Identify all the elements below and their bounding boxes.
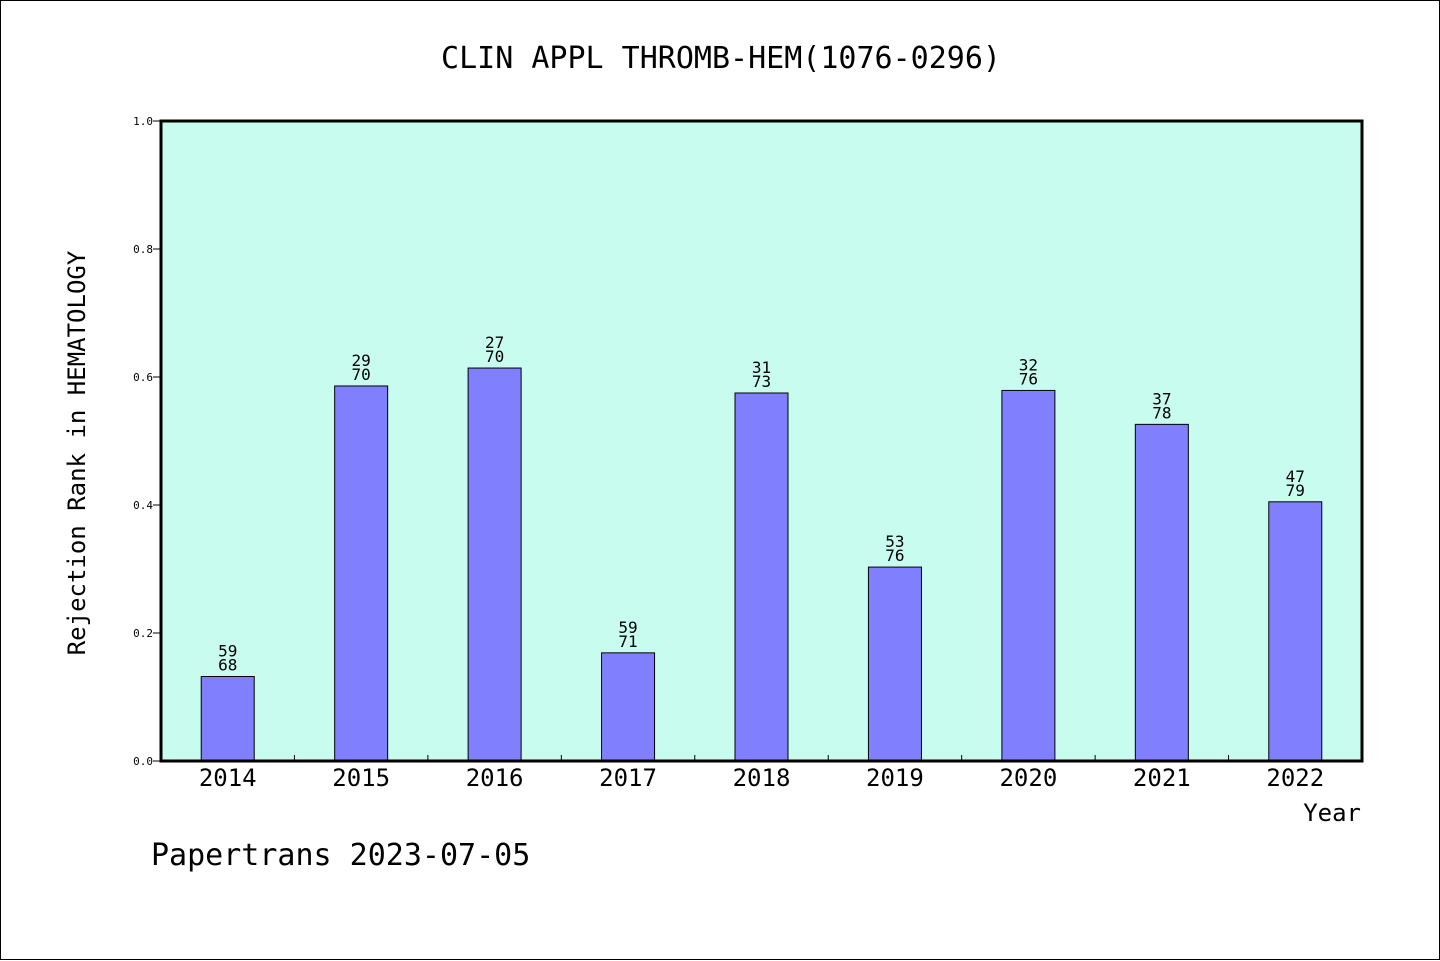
bar [1268, 501, 1323, 762]
x-tick-label: 2022 [1266, 764, 1324, 792]
footer-text: Papertrans 2023-07-05 [151, 838, 530, 873]
x-tick-label: 2018 [733, 764, 791, 792]
bar-label-top: 59 [618, 618, 637, 637]
x-tick-label: 2021 [1133, 764, 1191, 792]
bar-label-top: 32 [1019, 355, 1038, 374]
y-axis: 0.0 0.2 0.4 0.6 0.8 1.0 [133, 115, 161, 768]
bar-label-top: 31 [752, 358, 771, 377]
bar [601, 652, 656, 762]
y-axis-label: Rejection Rank in HEMATOLOGY [63, 250, 91, 655]
bar-label-bottom: 70 [485, 347, 504, 366]
bar-label-bottom: 73 [752, 372, 771, 391]
x-tick-label: 2020 [999, 764, 1057, 792]
bar [467, 367, 522, 762]
x-tick-label: 2015 [332, 764, 390, 792]
bar-label-top: 27 [485, 333, 504, 352]
y-tick-label: 0.0 [133, 755, 153, 768]
bar-label-top: 47 [1286, 467, 1305, 486]
bar [1001, 389, 1056, 762]
y-tick-label: 0.8 [133, 243, 153, 256]
x-tick-label: 2019 [866, 764, 924, 792]
bar-label-bottom: 71 [618, 632, 637, 651]
bar [1134, 423, 1189, 762]
bar-label-bottom: 79 [1286, 481, 1305, 500]
y-tick-label: 0.6 [133, 371, 153, 384]
y-tick-label: 1.0 [133, 115, 153, 128]
y-tick-label: 0.4 [133, 499, 153, 512]
x-tick-label: 2014 [199, 764, 257, 792]
y-tick-label: 0.2 [133, 627, 153, 640]
bar-label-bottom: 78 [1152, 403, 1171, 422]
x-axis-label: Year [1303, 799, 1361, 827]
chart-title: CLIN APPL THROMB-HEM(1076-0296) [441, 41, 1001, 76]
plot-border [159, 119, 1364, 763]
bar-label-top: 29 [352, 351, 371, 370]
bar [334, 385, 389, 762]
bar-label-top: 37 [1152, 389, 1171, 408]
bar-label-bottom: 76 [1019, 369, 1038, 388]
x-axis: 2014 2015 2016 2017 2018 2019 2020 2021 2022 [199, 755, 1324, 792]
bar-label-top: 53 [885, 532, 904, 551]
bar-label-bottom: 70 [352, 365, 371, 384]
bar-label-bottom: 68 [218, 656, 237, 675]
bar [734, 392, 789, 762]
bar [200, 676, 255, 762]
bar [867, 566, 922, 762]
bar-label-top: 59 [218, 642, 237, 661]
x-tick-label: 2016 [466, 764, 524, 792]
x-tick-label: 2017 [599, 764, 657, 792]
bar-label-bottom: 76 [885, 546, 904, 565]
